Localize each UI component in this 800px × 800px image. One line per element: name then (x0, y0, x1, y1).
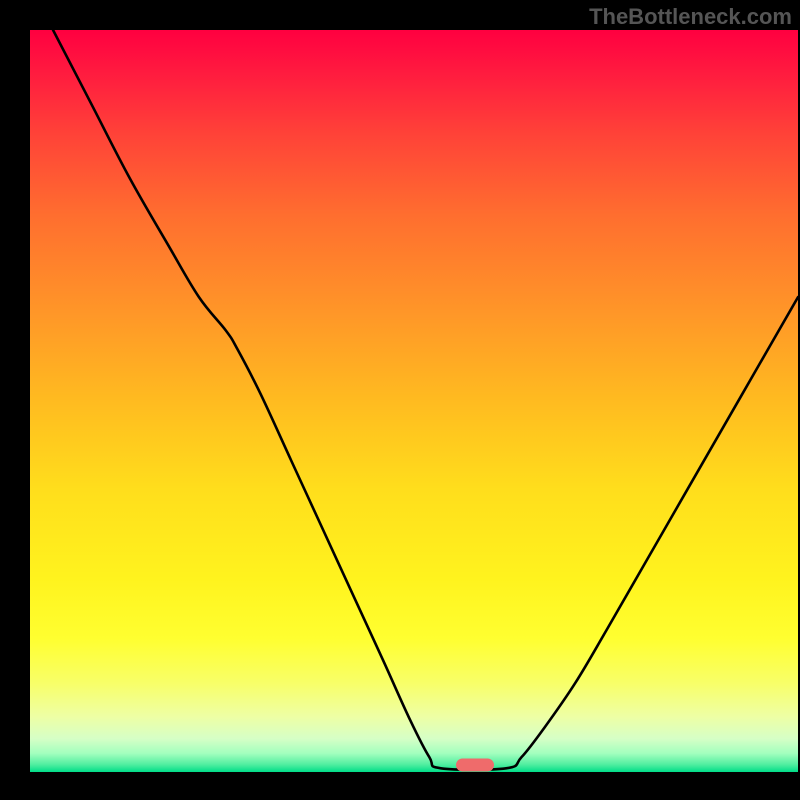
watermark-text: TheBottleneck.com (589, 4, 792, 30)
root: TheBottleneck.com (0, 0, 800, 800)
optimal-marker (456, 759, 494, 772)
plot-area (30, 30, 798, 772)
bottleneck-curve (30, 30, 798, 772)
